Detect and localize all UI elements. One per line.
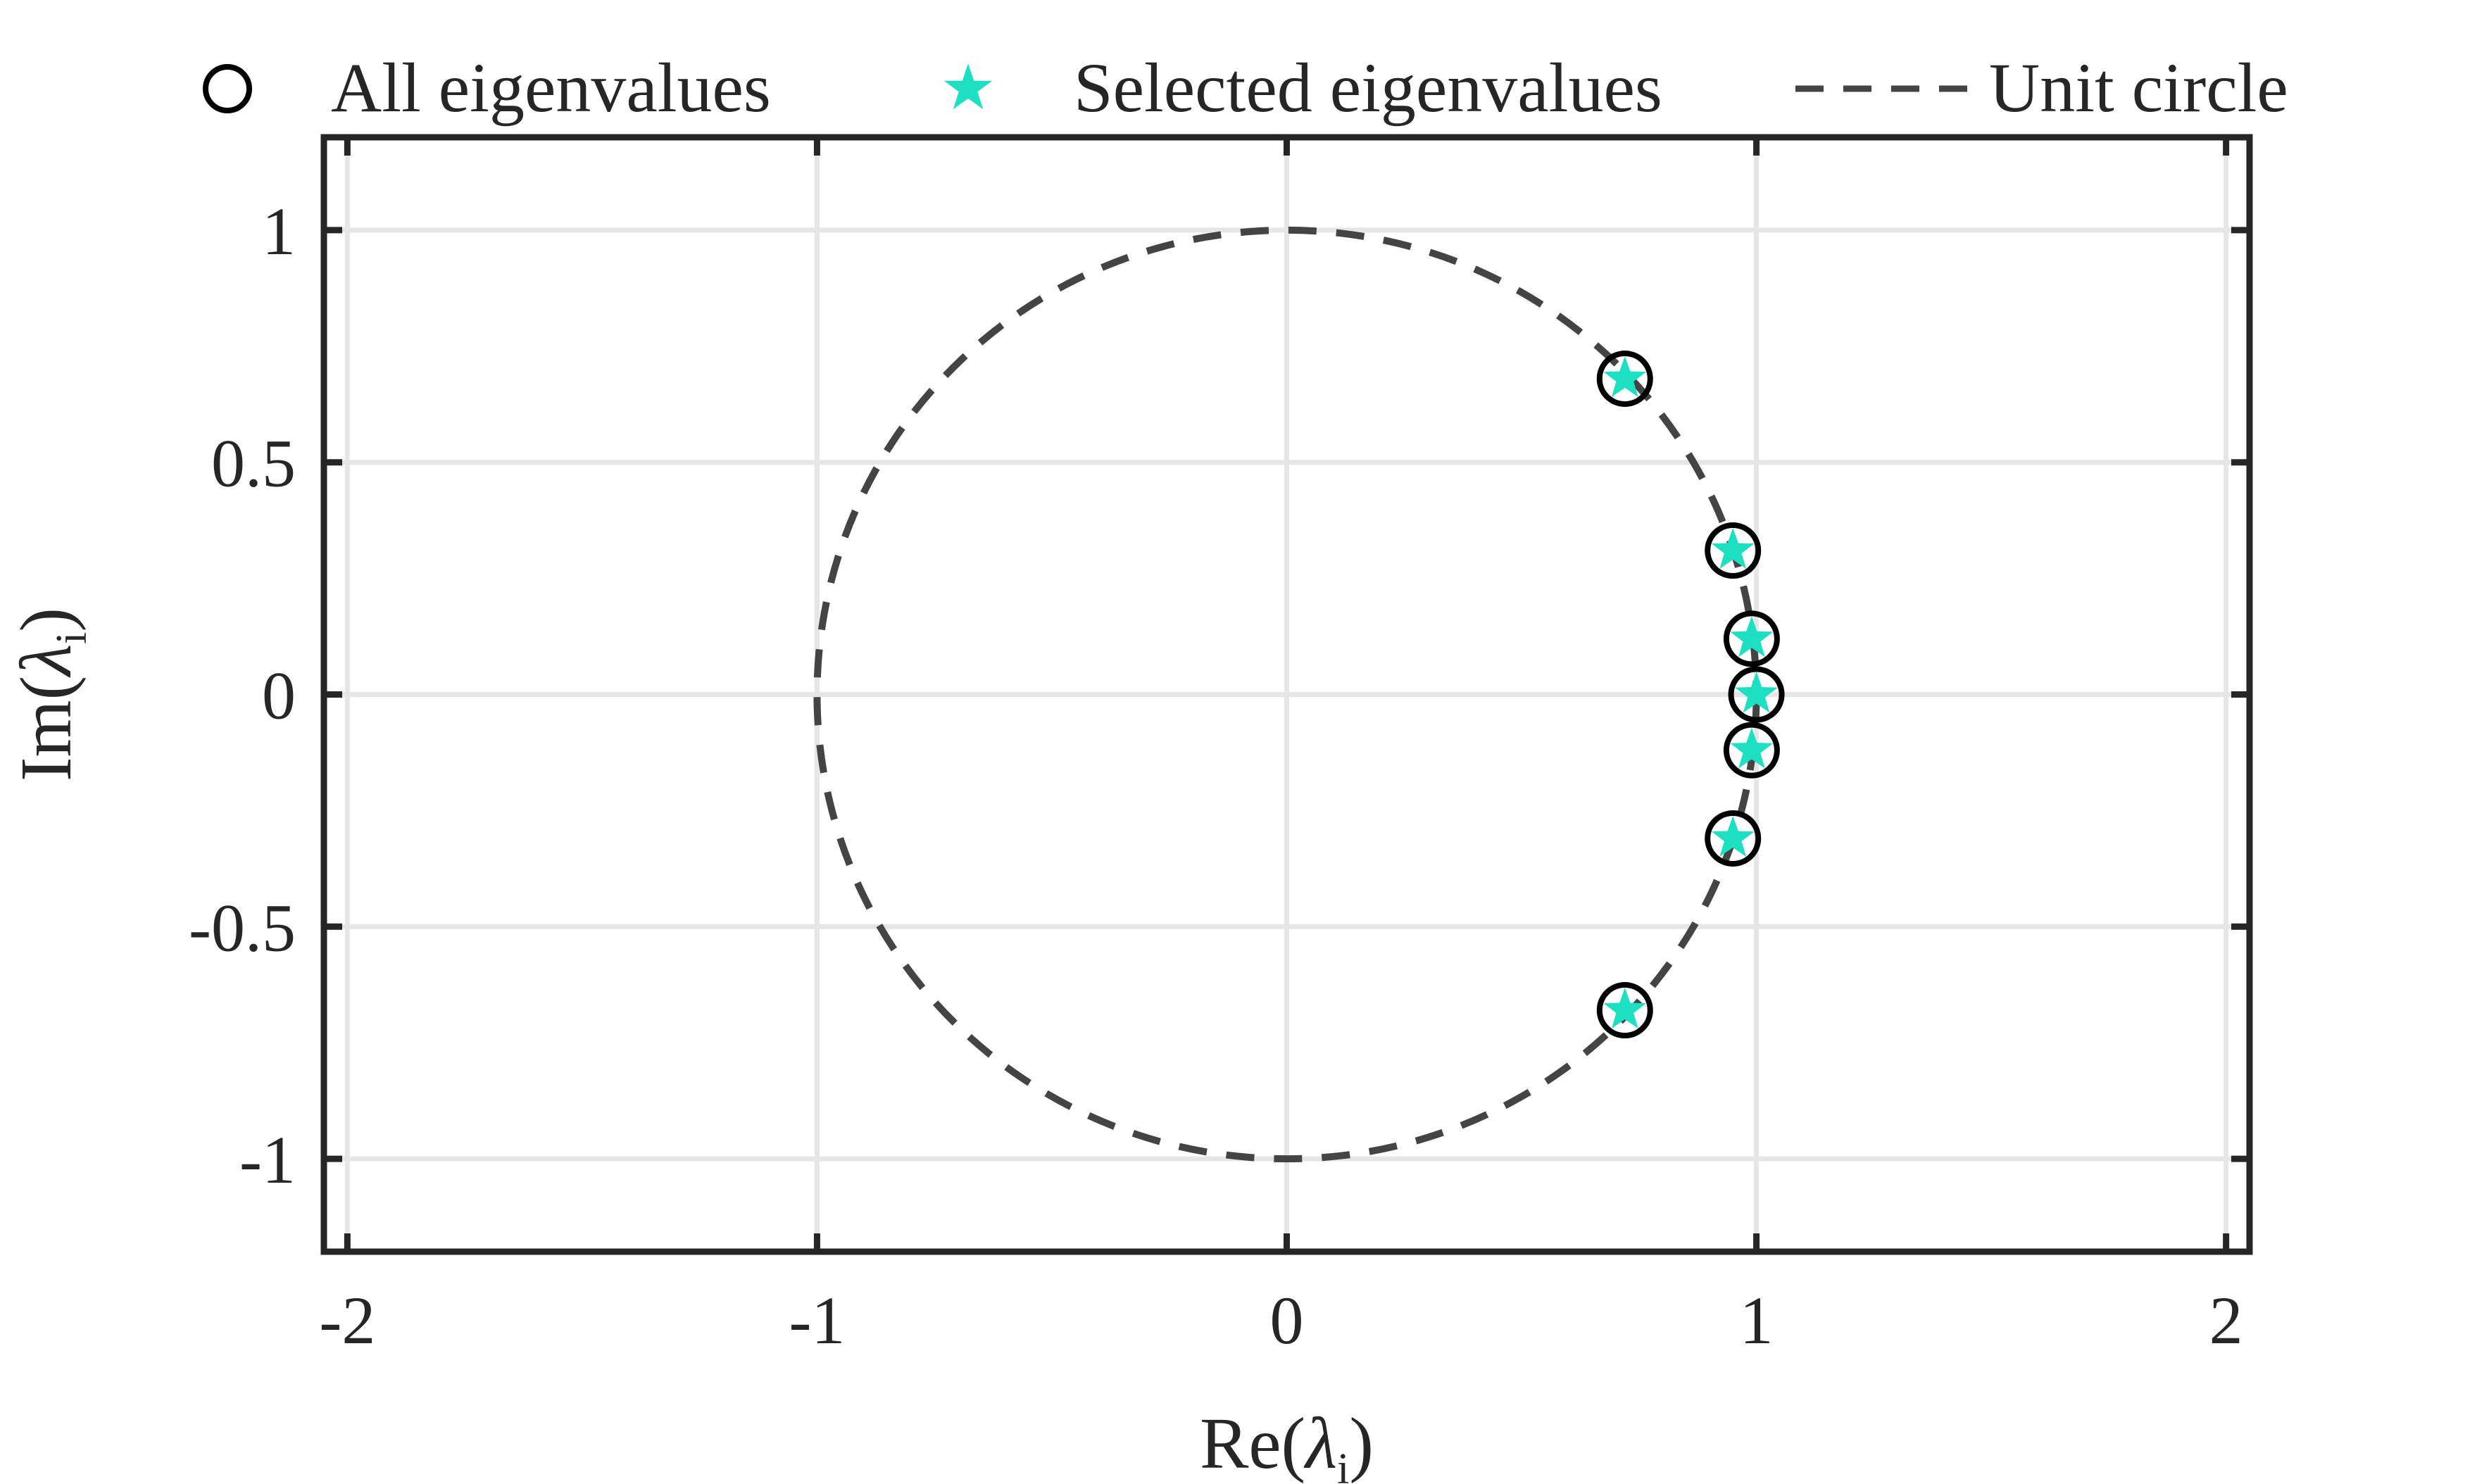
legend-star-marker (943, 63, 993, 110)
eigenvalue-circle-marker (1723, 722, 1780, 779)
legend-label-all-eigenvalues: All eigenvalues (331, 49, 771, 127)
y-tick-label: 1 (262, 194, 296, 269)
eigenvalue-circle-marker (1723, 610, 1780, 667)
legend-label-unit-circle: Unit circle (1989, 49, 2288, 127)
selected-eigenvalue-star-marker (1730, 727, 1774, 769)
eigenvalue-circle-marker (1596, 350, 1653, 407)
x-axis-label-symbol: λ (1303, 1403, 1337, 1484)
selected-eigenvalue-star-marker (1735, 672, 1778, 713)
x-axis-label-suffix: ) (1349, 1403, 1374, 1484)
selected-eigenvalue-star-marker (1730, 616, 1774, 658)
eigenvalue-circle-marker (1705, 522, 1762, 579)
y-tick-label: -1 (239, 1122, 296, 1197)
y-axis-label-symbol: λ (6, 644, 87, 678)
x-tick-label: 0 (1270, 1283, 1304, 1358)
y-axis-label: Im(λi) (6, 608, 96, 781)
selected-eigenvalue-star-marker (1711, 528, 1755, 569)
y-tick-label: -0.5 (189, 890, 296, 965)
eigenvalue-circle-marker (1728, 666, 1785, 723)
y-tick-label: 0.5 (211, 426, 296, 501)
y-tick-label: 0 (262, 658, 296, 734)
selected-eigenvalue-star-marker (1603, 988, 1647, 1029)
marker-layer (1596, 350, 1785, 1039)
tick-layer: -2 -1 0 1 2 -1 -0.5 0 0.5 1 (189, 137, 2250, 1358)
legend-circle-marker (203, 64, 252, 113)
x-axis-label-subscript: i (1337, 1445, 1349, 1484)
y-axis-label-prefix: Im( (6, 676, 87, 781)
eigenvalue-circle-marker (1705, 810, 1762, 867)
x-tick-label: -1 (789, 1283, 845, 1358)
eigenvalue-circle-marker (1596, 982, 1653, 1039)
legend-label-selected-eigenvalues: Selected eigenvalues (1074, 49, 1662, 127)
selected-eigenvalue-star-marker (1603, 356, 1647, 397)
x-tick-label: 1 (1740, 1283, 1774, 1358)
x-tick-label: -2 (319, 1283, 375, 1358)
x-axis-label-prefix: Re( (1200, 1403, 1305, 1484)
x-axis-label: Re(λi) (1200, 1403, 1374, 1484)
selected-eigenvalue-star-marker (1711, 816, 1755, 857)
y-axis-label-suffix: ) (6, 608, 87, 632)
x-tick-label: 2 (2209, 1283, 2243, 1358)
y-axis-label-subscript: i (48, 632, 96, 644)
legend: All eigenvalues Selected eigenvalues Uni… (203, 49, 2288, 127)
